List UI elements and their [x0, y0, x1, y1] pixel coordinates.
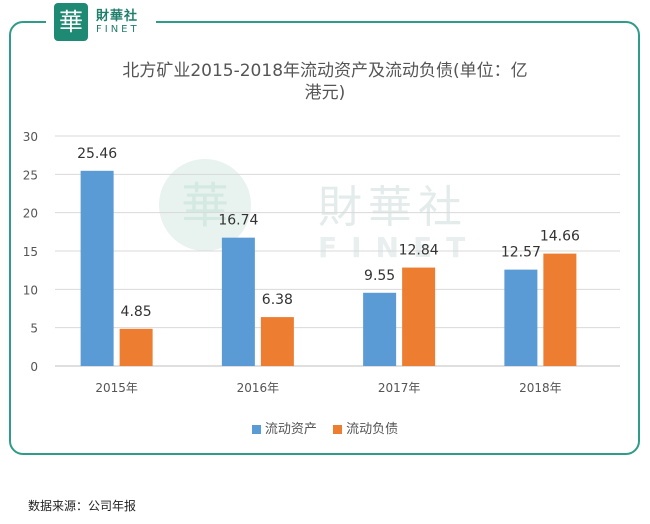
legend-swatch-assets	[251, 425, 261, 434]
watermark-name-en: FINET	[318, 231, 479, 264]
data-label: 14.66	[540, 229, 580, 245]
data-label: 12.57	[501, 245, 541, 261]
x-tick-label: 2015年	[95, 381, 138, 395]
y-tick-label: 25	[23, 168, 38, 182]
bar-liabilities-2	[402, 267, 436, 366]
chart-frame	[9, 21, 640, 455]
data-label: 6.38	[262, 292, 293, 308]
watermark-seal	[159, 159, 251, 251]
x-tick-label: 2017年	[378, 381, 421, 395]
bar-liabilities-1	[260, 317, 294, 366]
watermark-name-cn: 財華社	[318, 182, 468, 233]
bar-assets-1	[221, 237, 255, 366]
legend-swatch-liabilities	[333, 425, 343, 434]
y-tick-label: 30	[23, 130, 38, 144]
data-label: 16.74	[218, 213, 258, 229]
watermark-seal-char: 華	[181, 178, 229, 234]
bar-liabilities-0	[119, 328, 153, 366]
legend-label-liabilities: 流动负债	[346, 422, 399, 437]
y-tick-label: 10	[23, 283, 38, 297]
logo-name-cn: 財華社	[96, 9, 139, 24]
chart-title: 北方矿业2015-2018年流动资产及流动负债(单位：亿 港元)	[60, 60, 590, 104]
bar-assets-2	[363, 292, 397, 366]
chart-title-line-2: 港元)	[304, 83, 346, 103]
data-label: 9.55	[364, 268, 395, 284]
bar-assets-3	[504, 269, 538, 366]
data-label: 12.84	[399, 243, 439, 259]
legend-item-assets: 流动资产	[251, 418, 317, 437]
logo-seal: 華	[54, 3, 88, 41]
bar-liabilities-3	[543, 253, 577, 366]
x-tick-label: 2018年	[519, 381, 562, 395]
y-tick-label: 15	[23, 245, 38, 259]
data-source-note: 数据来源：公司年报	[28, 499, 137, 513]
x-tick-label: 2016年	[237, 381, 280, 395]
y-tick-label: 0	[30, 360, 38, 374]
chart-title-line-1: 北方矿业2015-2018年流动资产及流动负债(单位：亿	[122, 61, 528, 81]
y-tick-label: 5	[30, 322, 38, 336]
data-label: 4.85	[121, 304, 152, 320]
data-label: 25.46	[77, 146, 117, 162]
legend-label-assets: 流动资产	[264, 422, 317, 437]
logo-name-en: FINET	[96, 24, 140, 35]
finet-logo: 華 財華社 FINET	[46, 2, 156, 42]
chart-legend: 流动资产 流动负债	[0, 418, 650, 437]
bar-assets-0	[80, 170, 114, 366]
legend-item-liabilities: 流动负债	[333, 418, 398, 437]
y-tick-label: 20	[23, 207, 38, 221]
